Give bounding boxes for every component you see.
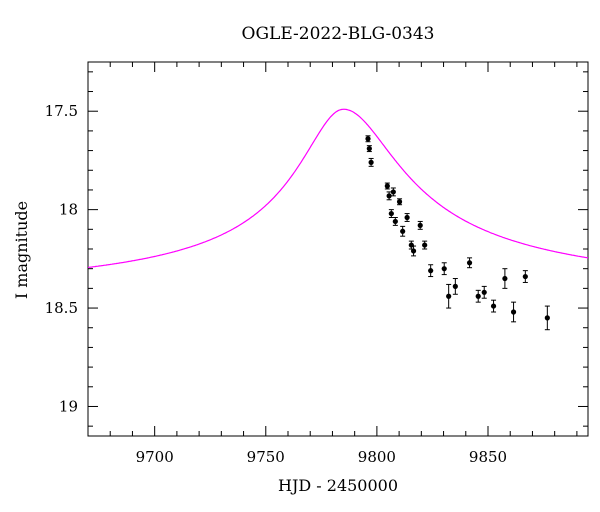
data-point	[446, 293, 452, 299]
y-tick-label: 18	[59, 201, 78, 219]
data-point	[366, 146, 372, 152]
data-point	[502, 275, 508, 282]
data-point	[544, 315, 550, 321]
data-point	[365, 136, 371, 142]
data-point	[386, 193, 392, 199]
data-point	[396, 199, 403, 205]
x-axis-label: HJD - 2450000	[277, 476, 399, 495]
data-point	[390, 189, 396, 195]
data-point	[475, 293, 481, 299]
y-tick-label: 18.5	[45, 299, 78, 317]
data-point	[404, 214, 410, 221]
chart-title: OGLE-2022-BLG-0343	[241, 24, 435, 44]
data-point	[428, 268, 434, 274]
data-point	[441, 266, 447, 272]
data-point	[481, 289, 487, 295]
data-point	[368, 159, 374, 165]
y-tick-label: 17.5	[45, 102, 78, 120]
model-curve	[87, 108, 589, 269]
data-point	[522, 273, 528, 280]
data-point	[400, 228, 406, 234]
data-point	[466, 260, 473, 266]
data-point	[384, 183, 390, 189]
data-point	[410, 248, 417, 254]
y-axis-label: I magnitude	[12, 200, 31, 300]
data-point	[452, 283, 458, 289]
data-point	[417, 222, 423, 228]
plot-frame	[87, 61, 589, 437]
x-tick-label: 9850	[469, 448, 507, 466]
x-tick-label: 9750	[247, 448, 285, 466]
y-tick-label: 19	[59, 397, 78, 415]
x-tick-label: 9800	[358, 448, 396, 466]
data-point	[392, 218, 398, 225]
data-point	[388, 210, 394, 217]
data-point	[510, 309, 517, 315]
x-tick-label: 9700	[136, 448, 174, 466]
data-point	[422, 242, 428, 248]
data-point	[490, 303, 497, 309]
